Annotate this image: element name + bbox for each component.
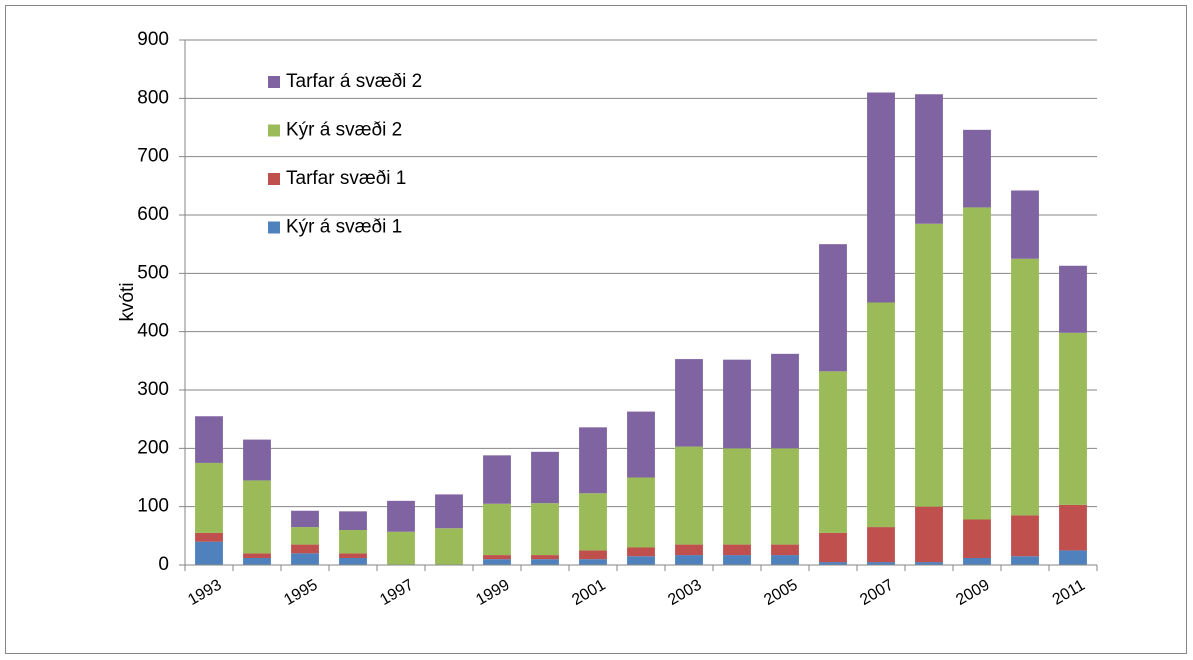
- bar-segment: [387, 531, 415, 565]
- bar-segment: [579, 493, 607, 551]
- y-axis-label: kvóti: [117, 282, 138, 321]
- bar-segment: [435, 494, 463, 529]
- bar-segment: [915, 506, 943, 563]
- bar-segment: [963, 129, 991, 208]
- bar-segment: [243, 439, 271, 481]
- bar-segment: [243, 480, 271, 554]
- bar-segment: [531, 559, 559, 565]
- bar-segment: [531, 451, 559, 504]
- bar-segment: [483, 455, 511, 504]
- bar-segment: [291, 510, 319, 528]
- bar-segment: [675, 544, 703, 556]
- bar-segment: [723, 544, 751, 556]
- bar-segment: [483, 555, 511, 560]
- bar-segment: [291, 553, 319, 565]
- bar-segment: [1011, 556, 1039, 565]
- bar-segment: [387, 500, 415, 532]
- bar-segment: [1011, 258, 1039, 516]
- bar-segment: [531, 503, 559, 556]
- bar-segment: [291, 544, 319, 554]
- legend-swatch: [268, 221, 280, 234]
- bar-segment: [627, 556, 655, 565]
- bar-segment: [675, 555, 703, 565]
- bar-segment: [579, 427, 607, 494]
- legend-label: Tarfar svæði 1: [286, 168, 406, 189]
- bar-segment: [723, 359, 751, 449]
- bar-segment: [195, 532, 223, 542]
- bar-segment: [771, 448, 799, 545]
- bar-segment: [627, 477, 655, 548]
- bar-segment: [963, 519, 991, 558]
- bar-segment: [867, 527, 895, 563]
- bar-segment: [339, 558, 367, 565]
- bar-segment: [723, 555, 751, 565]
- bar-segment: [243, 558, 271, 565]
- bar-segment: [1059, 504, 1087, 551]
- bar-segment: [579, 559, 607, 565]
- legend-label: Tarfar á svæði 2: [286, 71, 422, 92]
- bar-segment: [339, 553, 367, 558]
- bar-segment: [483, 559, 511, 565]
- bar-segment: [819, 532, 847, 563]
- bar-segment: [291, 527, 319, 545]
- bar-segment: [915, 94, 943, 224]
- bar-segment: [675, 359, 703, 447]
- bar-segment: [1059, 265, 1087, 333]
- bar-segment: [1011, 190, 1039, 259]
- bar-segment: [771, 544, 799, 556]
- bar-segment: [915, 223, 943, 507]
- y-tick-label: 400: [137, 321, 169, 342]
- bar-segment: [963, 207, 991, 520]
- y-tick-label: 0: [158, 554, 169, 575]
- bar-segment: [195, 416, 223, 463]
- y-tick-label: 200: [137, 437, 169, 458]
- bar-segment: [1059, 332, 1087, 505]
- bar-segment: [339, 530, 367, 554]
- y-tick-label: 300: [137, 379, 169, 400]
- y-tick-label: 900: [137, 29, 169, 50]
- bar-segment: [915, 562, 943, 565]
- bar-segment: [483, 503, 511, 556]
- bar-segment: [771, 353, 799, 449]
- legend-swatch: [268, 173, 280, 185]
- bar-segment: [1011, 515, 1039, 557]
- bar-segment: [243, 553, 271, 558]
- bar-segment: [867, 302, 895, 528]
- bar-segment: [1059, 550, 1087, 565]
- bar-segment: [867, 92, 895, 303]
- bar-segment: [819, 562, 847, 565]
- bar-segment: [819, 244, 847, 372]
- legend-label: Kýr á svæði 1: [286, 217, 402, 238]
- bar-segment: [675, 446, 703, 545]
- y-tick-label: 500: [137, 262, 169, 283]
- y-tick-label: 600: [137, 204, 169, 225]
- bar-segment: [867, 562, 895, 565]
- y-tick-label: 700: [137, 146, 169, 167]
- legend-swatch: [268, 76, 280, 88]
- y-tick-label: 100: [137, 496, 169, 517]
- bar-segment: [531, 555, 559, 560]
- bar-segment: [339, 511, 367, 530]
- bar-segment: [963, 558, 991, 565]
- bar-segment: [771, 555, 799, 565]
- bar-segment: [195, 462, 223, 533]
- bar-segment: [579, 550, 607, 560]
- bar-segment: [723, 448, 751, 545]
- legend-label: Kýr á svæði 2: [286, 120, 402, 141]
- bar-segment: [435, 528, 463, 565]
- legend-swatch: [268, 124, 280, 137]
- bar-segment: [627, 547, 655, 557]
- bar-segment: [627, 411, 655, 478]
- bar-segment: [195, 541, 223, 565]
- y-tick-label: 800: [137, 87, 169, 108]
- bar-segment: [819, 371, 847, 533]
